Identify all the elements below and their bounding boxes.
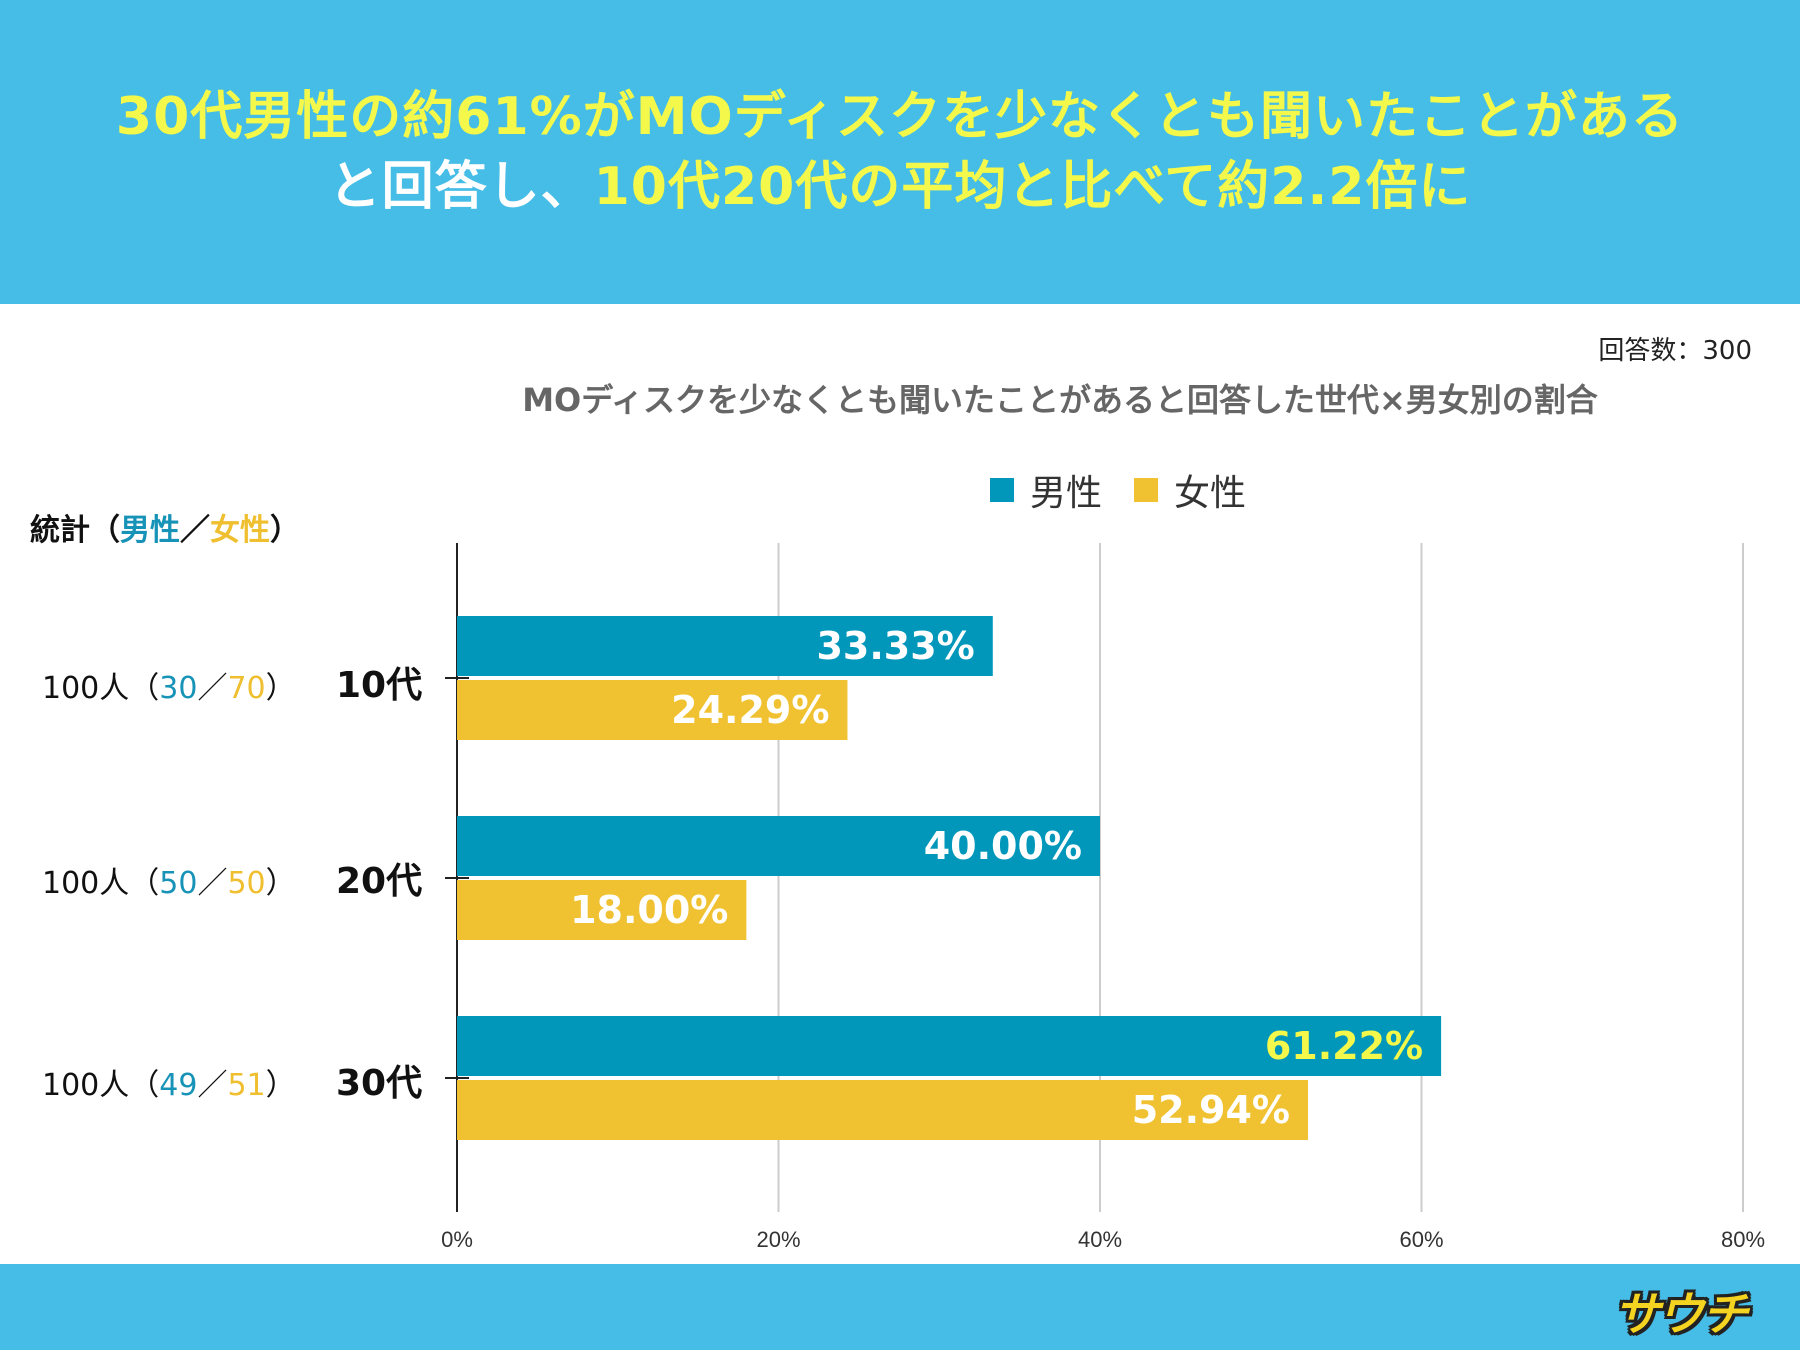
legend: 男性 女性 [990, 464, 1278, 516]
bar-female [457, 680, 848, 740]
bar-female [457, 1080, 1309, 1140]
stats-row-20: 100人（50／50） [42, 858, 296, 902]
stats-sep: ／ [197, 866, 228, 901]
stats-header-suffix: ） [270, 513, 300, 548]
legend-swatch-female [1134, 478, 1159, 502]
stats-row-10: 100人（30／70） [42, 663, 296, 707]
data-label: 33.33% [816, 624, 974, 668]
data-label: 52.94% [1132, 1088, 1290, 1132]
stats-total: 100人（ [42, 671, 160, 706]
stats-sep: ／ [197, 671, 228, 706]
x-tick-label: 40% [1078, 1227, 1122, 1252]
stats-header-male: 男性 [120, 513, 180, 548]
bar-male [457, 1016, 1442, 1076]
chart-title: MOディスクを少なくとも聞いたことがあると回答した世代×男女別の割合 [522, 381, 1598, 419]
legend-item-female: 女性 [1134, 464, 1246, 516]
stats-female-count: 70 [227, 671, 266, 706]
headline-line2-yellow: 10代20代の平均と比べて約2.2倍に [593, 157, 1472, 217]
stats-end: ） [265, 1068, 296, 1103]
stats-female-count: 51 [227, 1068, 266, 1103]
age-label-30: 30代 [336, 1063, 423, 1104]
stats-male-count: 49 [159, 1068, 198, 1103]
data-label: 18.00% [570, 888, 728, 932]
age-label-10: 10代 [336, 665, 423, 706]
stats-header-sep: ／ [180, 513, 210, 548]
age-label-20: 20代 [336, 861, 423, 902]
respondent-count: 回答数：300 [1598, 336, 1752, 366]
stats-total: 100人（ [42, 1068, 160, 1103]
stats-header-female: 女性 [210, 513, 270, 548]
headline-line2: と回答し、10代20代の平均と比べて約2.2倍に [0, 152, 1800, 222]
stats-sep: ／ [197, 1068, 228, 1103]
headline-line1: 30代男性の約61%がMOディスクを少なくとも聞いたことがある [115, 87, 1685, 147]
stats-male-count: 50 [159, 866, 198, 901]
stats-total: 100人（ [42, 866, 160, 901]
stats-female-count: 50 [227, 866, 266, 901]
footer-banner [0, 1264, 1800, 1350]
stats-male-count: 30 [159, 671, 198, 706]
stats-end: ） [265, 866, 296, 901]
legend-label-male: 男性 [1030, 473, 1103, 514]
stats-header-prefix: 統計（ [30, 513, 120, 548]
bar-female [457, 880, 747, 940]
data-label: 24.29% [671, 688, 829, 732]
bar-male [457, 616, 993, 676]
header-banner [0, 0, 1800, 304]
brand-logo: サウチ [1614, 1287, 1748, 1341]
x-tick-label: 0% [441, 1227, 473, 1252]
data-label: 61.22% [1265, 1024, 1423, 1068]
legend-label-female: 女性 [1174, 473, 1247, 514]
headline: 30代男性の約61%がMOディスクを少なくとも聞いたことがある と回答し、10代… [0, 82, 1800, 222]
x-tick-label: 20% [756, 1227, 800, 1252]
data-label: 40.00% [924, 824, 1082, 868]
x-tick-label: 60% [1399, 1227, 1443, 1252]
stats-end: ） [265, 671, 296, 706]
legend-swatch-male [990, 478, 1014, 502]
stats-row-30: 100人（49／51） [42, 1060, 296, 1104]
bar-male [457, 816, 1100, 876]
x-tick-label: 80% [1721, 1227, 1765, 1252]
bar-chart: 0% 20% 40% 60% 80% 33.33% 24.29% 40.00% 18.00% 61… [441, 543, 1765, 1252]
legend-item-male: 男性 [990, 464, 1102, 516]
stats-header: 統計（男性／女性） [30, 505, 300, 549]
headline-line2-white: と回答し、 [328, 157, 594, 217]
